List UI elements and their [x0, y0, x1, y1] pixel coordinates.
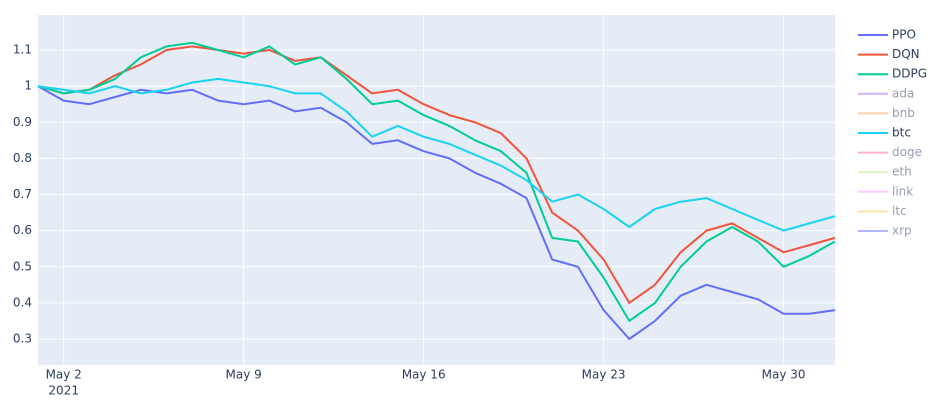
y-tick-label: 1 — [24, 79, 32, 93]
legend-label[interactable]: xrp — [892, 224, 912, 238]
y-tick-label: 0.6 — [13, 223, 32, 237]
series-line — [37, 77, 836, 232]
series-line — [37, 41, 836, 322]
y-tick-label: 0.4 — [13, 295, 32, 309]
y-tick-label: 0.5 — [13, 259, 32, 273]
series-line — [37, 45, 836, 304]
y-tick-label: 0.9 — [13, 115, 32, 129]
x-tick-label: May 16 — [402, 368, 446, 382]
legend-label[interactable]: doge — [892, 145, 922, 159]
series-line — [37, 85, 836, 340]
legend-label[interactable]: PPO — [892, 28, 916, 42]
plot-area — [38, 15, 835, 365]
legend-label[interactable]: bnb — [892, 106, 915, 120]
legend-label[interactable]: btc — [892, 126, 911, 140]
x-tick-year: 2021 — [48, 384, 79, 398]
y-tick-label: 0.3 — [13, 331, 32, 345]
legend-label[interactable]: DDPG — [892, 67, 927, 81]
legend-label[interactable]: link — [892, 184, 913, 198]
x-tick-label: May 23 — [582, 368, 626, 382]
legend-label[interactable]: eth — [892, 165, 912, 179]
y-tick-label: 0.8 — [13, 151, 32, 165]
legend-label[interactable]: ltc — [892, 204, 907, 218]
x-tick-label: May 2 — [46, 368, 82, 382]
legend-label[interactable]: DQN — [892, 47, 920, 61]
y-tick-label: 1.1 — [13, 43, 32, 57]
y-tick-label: 0.7 — [13, 187, 32, 201]
x-tick-label: May 9 — [226, 368, 262, 382]
x-tick-label: May 30 — [762, 368, 806, 382]
legend-label[interactable]: ada — [892, 86, 914, 100]
